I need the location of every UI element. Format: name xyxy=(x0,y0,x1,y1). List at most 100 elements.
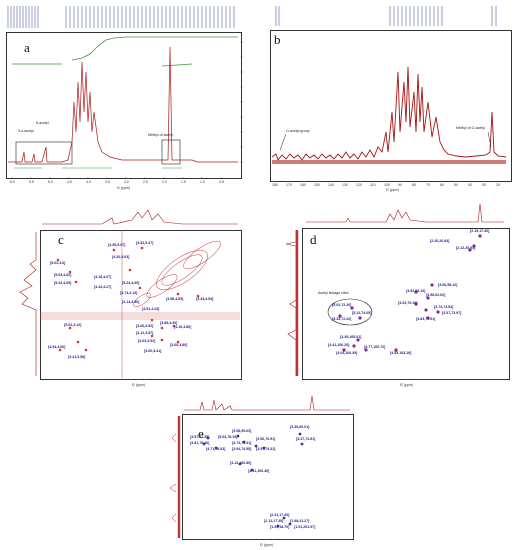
c-label: [5.02,4.6] xyxy=(50,261,65,265)
e-label: [5.04,78.19] xyxy=(218,435,237,439)
d-label: [3.57,73.97] xyxy=(442,311,461,315)
b-xtick: 170 xyxy=(286,183,292,187)
b-annotation-methyl: Methyl of O-acetyl xyxy=(456,126,485,130)
d-label: [5.12,74.05] xyxy=(352,311,371,315)
c-label: [4.52,5.37] xyxy=(136,241,153,245)
a-xtick: 2.5 xyxy=(143,180,148,184)
d-label: [4.77,100.72] xyxy=(364,345,385,349)
c-label: [3.85,4.30] xyxy=(160,321,177,325)
e-label: [3.56,70.91] xyxy=(256,437,275,441)
a-xtick: 5.5 xyxy=(29,180,34,184)
b-xtick: 90 xyxy=(398,183,402,187)
b-xtick: 50 xyxy=(454,183,458,187)
d-label: [3.74,74.54] xyxy=(434,305,453,309)
c-label: [5.02,3.12] xyxy=(64,323,81,327)
a-xtick: 4.5 xyxy=(67,180,72,184)
d-label: [4.04,100.39] xyxy=(336,351,357,355)
b-xtick: 60 xyxy=(440,183,444,187)
panel-e-hmbc: [3.57,77.35] [3.58,99.03] [3.39,80.01] [… xyxy=(160,394,370,548)
c-label: [4.94,4.06] xyxy=(48,345,65,349)
e-label: [1.91,201.97] xyxy=(294,525,315,529)
panel-b-letter: b xyxy=(274,32,281,47)
e-label: [3.58,99.03] xyxy=(232,429,251,433)
panel-d-plot-area xyxy=(302,228,510,380)
c-label: [4.20,5.03] xyxy=(112,255,129,259)
panel-a-plot-area xyxy=(6,32,242,179)
c-label: [4.12,3.87] xyxy=(136,331,153,335)
panel-a-1h-spectrum: 6.0 5.5 5.0 4.5 4.0 3.5 3.0 2.5 2.0 1.5 … xyxy=(2,2,252,192)
a-xtick: 1.0 xyxy=(200,180,205,184)
b-xtick: 30 xyxy=(482,183,486,187)
e-xlabel: f2 (ppm) xyxy=(260,543,273,547)
c-label: [4.06,4.52] xyxy=(136,324,153,328)
c-label: [5.24,4.00] xyxy=(122,281,139,285)
b-xtick: 160 xyxy=(300,183,306,187)
d-label: [2.19,17.40] xyxy=(470,229,489,233)
d-label: [3.83,77.51] xyxy=(416,317,435,321)
e-label: [1.98,21.27] xyxy=(290,519,309,523)
e-label: [2.12,17.35] xyxy=(264,519,283,523)
e-label: [4.13,100.80] xyxy=(230,461,251,465)
a-xtick: 6.0 xyxy=(10,180,15,184)
d-label: [3.92,63.10] xyxy=(406,289,425,293)
panel-c-letter: c xyxy=(58,232,64,247)
c-label: [4.95,5.07] xyxy=(108,243,125,247)
a-xtick: 4.0 xyxy=(86,180,91,184)
c-label: [3.58,4.53] xyxy=(166,297,183,301)
c-label: [3.60,3.80] xyxy=(170,343,187,347)
b-xtick: 70 xyxy=(426,183,430,187)
d-label: [4.03,70.16] xyxy=(398,301,417,305)
d-label: [4.39,105.01] xyxy=(340,335,361,339)
d-label: [2.20,20.94] xyxy=(430,239,449,243)
c-label: [4.03,3.92] xyxy=(138,339,155,343)
panel-b-spectrum-svg: O-acetyl group Methyl of O-acetyl 180 17… xyxy=(271,6,507,192)
a-xtick: 1.5 xyxy=(181,180,186,184)
c-label: [3.41,3.58] xyxy=(68,355,85,359)
c-label: [4.60,3.41] xyxy=(144,349,161,353)
a-annotation-3-o-acetyl: 3-o-acetyl xyxy=(18,129,34,133)
e-label: [4.41,100.40] xyxy=(248,469,269,473)
d-xlabel: f2 (ppm) xyxy=(400,383,413,387)
e-label: [3.74,74.31] xyxy=(232,441,251,445)
a-xtick: 3.5 xyxy=(105,180,110,184)
c-label: [4.16,3.80] xyxy=(174,325,191,329)
b-xtick: 40 xyxy=(468,183,472,187)
panel-a-spectrum-svg: 6.0 5.5 5.0 4.5 4.0 3.5 3.0 2.5 2.0 1.5 … xyxy=(7,6,243,190)
b-xtick: 120 xyxy=(356,183,362,187)
a-xtick: 5.0 xyxy=(48,180,53,184)
panel-b-13c-spectrum: O-acetyl group Methyl of O-acetyl 180 17… xyxy=(266,2,526,192)
c-label: [4.18,4.07] xyxy=(94,275,111,279)
e-label: [4.81,78.40] xyxy=(190,441,209,445)
b-annotation-o-acetyl: O-acetyl group xyxy=(286,129,310,133)
c-label: [3.74,4.13] xyxy=(120,291,137,295)
e-label: [3.94,74.55] xyxy=(232,447,251,451)
d-label: [2.12,20.94] xyxy=(456,246,475,250)
d-annotation-acetyl-linkage: Acetyl linkage sites xyxy=(318,291,349,295)
c-label: [5.42,4.05] xyxy=(54,281,71,285)
c-xlabel: f2 (ppm) xyxy=(132,383,145,387)
b-xtick: 140 xyxy=(328,183,334,187)
a-xlabel: f1 (ppm) xyxy=(117,186,130,190)
e-label: [3.57,74.31] xyxy=(256,447,275,451)
a-xtick: 0.5 xyxy=(219,180,224,184)
panel-e-letter: e xyxy=(198,426,204,441)
d-label: [4.41,100.25] xyxy=(328,343,349,347)
c-label: [5.03,4.52] xyxy=(54,273,71,277)
c-label: [4.44,4.27] xyxy=(94,285,111,289)
e-label: [4.71,78.03] xyxy=(206,447,225,451)
d-label: [3.58,62.02] xyxy=(426,293,445,297)
panel-d-hsqc: Acetyl linkage sites [2.19,17.40] [2.20,… xyxy=(266,200,526,390)
d-label: [3.66,58.12] xyxy=(438,283,457,287)
b-xtick: 110 xyxy=(370,183,376,187)
b-xtick: 150 xyxy=(314,183,320,187)
c-label: [3.34,4.53] xyxy=(196,297,213,301)
c-label: [4.51,4.23] xyxy=(142,307,159,311)
d-label: [4.53,103.19] xyxy=(390,351,411,355)
b-xtick: 100 xyxy=(384,183,390,187)
panel-d-svg: Acetyl linkage sites [2.19,17.40] [2.20,… xyxy=(285,203,504,387)
panel-d-letter: d xyxy=(310,232,317,247)
d-label: [5.33,72.22] xyxy=(332,317,351,321)
d-label: [5.02,72.26] xyxy=(332,303,351,307)
b-xtick: 80 xyxy=(412,183,416,187)
panel-c-cosy: [4.95,5.07] [4.52,5.37] [4.20,5.03] [5.0… xyxy=(2,200,260,390)
